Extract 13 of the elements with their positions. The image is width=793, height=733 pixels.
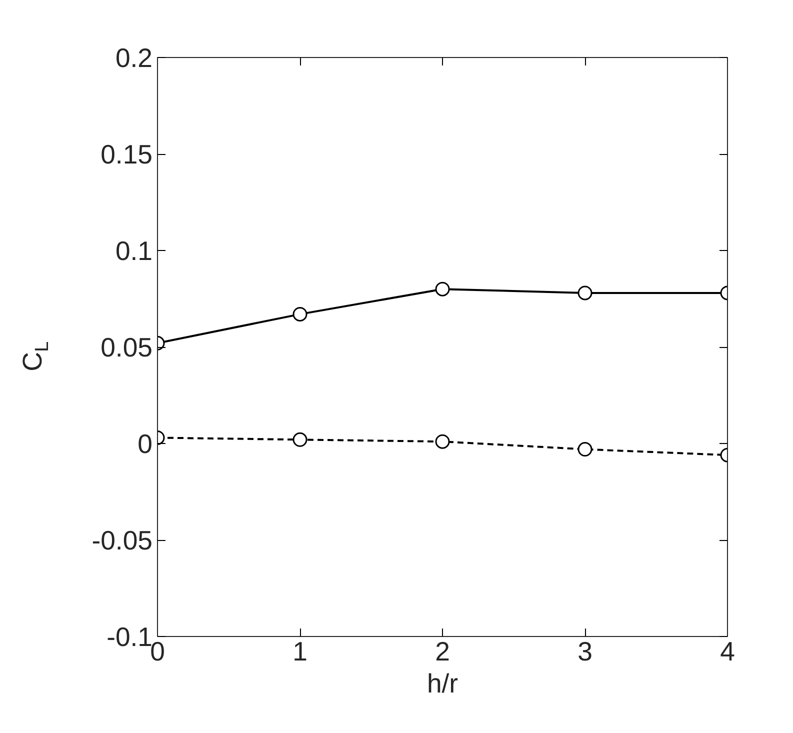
y-tick-label: 0.15	[100, 140, 153, 170]
y-tick-label: 0.2	[115, 43, 153, 73]
y-tick-label: 0.05	[100, 332, 153, 362]
x-tick-label: 1	[292, 636, 308, 666]
y-tick-label: 0	[138, 429, 153, 459]
x-axis-title: h/r	[426, 668, 458, 698]
x-tick-label: 4	[720, 636, 736, 666]
y-tick-label: 0.1	[115, 236, 153, 266]
x-tick-label: 3	[578, 636, 592, 666]
x-tick-label: 2	[435, 636, 450, 666]
point	[435, 434, 450, 449]
point	[435, 282, 450, 296]
y-tick-label: -0.05	[92, 526, 153, 556]
